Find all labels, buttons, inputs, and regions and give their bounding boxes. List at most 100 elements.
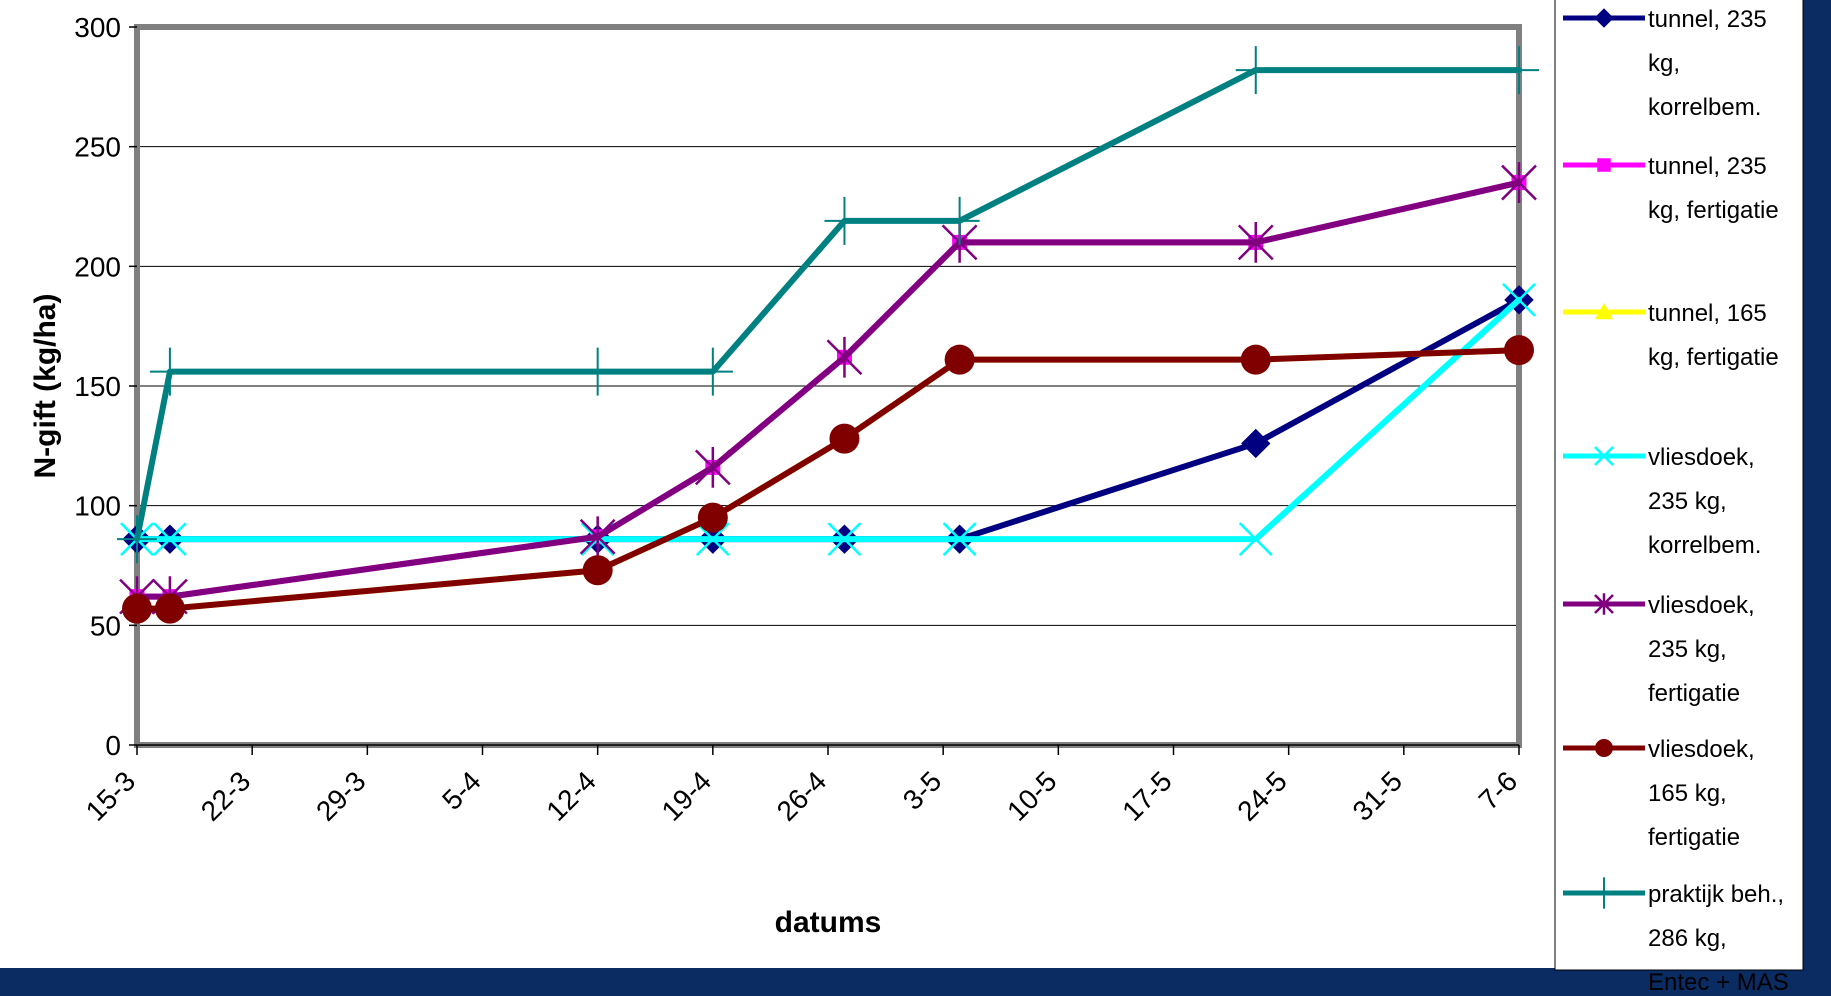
data-point [149, 347, 190, 396]
data-point [577, 347, 618, 396]
series-1 [122, 285, 1534, 554]
x-tick-label: 29-3 [310, 765, 372, 827]
data-point [1502, 282, 1536, 317]
legend-label: 235 kg, [1648, 488, 1727, 515]
series-line [134, 179, 1522, 600]
data-point [1499, 46, 1539, 95]
x-tick-label: 5-4 [436, 765, 487, 816]
data-point [1238, 522, 1273, 557]
legend-swatch-marker [1594, 446, 1614, 466]
data-point [1235, 46, 1276, 95]
series-7 [117, 46, 1539, 564]
legend-label: Entec + MAS [1648, 969, 1789, 996]
legend-entry-1: tunnel, 235 kg, korrelbem. [1563, 6, 1767, 121]
legend-label: korrelbem. [1648, 94, 1761, 121]
legend-label: tunnel, 165 [1648, 300, 1767, 327]
data-point [829, 423, 860, 454]
legend-label: korrelbem. [1648, 532, 1761, 559]
legend-label: kg, fertigatie [1648, 344, 1779, 371]
bottom-band [0, 968, 1831, 996]
data-point [692, 347, 733, 396]
series-lines [117, 46, 1539, 624]
legend-entry-7: praktijk beh., 286 kg, Entec + MAS [1563, 877, 1789, 996]
legend-label: tunnel, 235 [1648, 6, 1767, 33]
legend-label: kg, [1648, 50, 1680, 77]
data-point [1241, 428, 1271, 459]
legend-entry-2: tunnel, 235 kg, fertigatie [1563, 153, 1779, 224]
data-point [694, 446, 731, 488]
data-point [122, 593, 152, 624]
series-5 [119, 162, 1537, 618]
series-6 [122, 335, 1534, 624]
y-tick-label: 200 [74, 251, 121, 282]
data-point [153, 522, 187, 557]
series-line [134, 67, 1522, 543]
data-point [154, 593, 185, 624]
legend-entry-3: tunnel, 165 kg, fertigatie [1563, 300, 1779, 371]
y-axis-title: N-gift (kg/ha) [29, 294, 62, 479]
legend-label: vliesdoek, [1648, 444, 1755, 471]
legend: tunnel, 235 kg, korrelbem. tunnel, 235 kg, f… [1554, 0, 1804, 996]
series-4 [120, 282, 1536, 557]
x-tick-label: 7-6 [1473, 765, 1524, 816]
right-band [1803, 0, 1831, 996]
legend-swatch-marker [1597, 158, 1611, 172]
y-tick-label: 50 [90, 610, 121, 641]
x-tick-label: 19-4 [656, 765, 718, 827]
x-tick-label: 31-5 [1347, 765, 1409, 827]
data-point [1240, 344, 1271, 375]
legend-label: fertigatie [1648, 680, 1740, 707]
legend-label: 286 kg, [1648, 925, 1727, 952]
x-axis-title: datums [775, 906, 882, 939]
data-point [697, 502, 728, 533]
data-point [1504, 335, 1534, 366]
x-tick-label: 10-5 [1001, 765, 1063, 827]
legend-entry-4: vliesdoek, 235 kg, korrelbem. [1563, 444, 1761, 559]
legend-label: kg, fertigatie [1648, 197, 1779, 224]
legend-label: 235 kg, [1648, 636, 1727, 663]
data-point [942, 522, 977, 557]
legend-label: praktijk beh., [1648, 881, 1784, 908]
legend-swatch-marker [1591, 877, 1617, 909]
data-point [939, 196, 980, 245]
series-line [134, 296, 1522, 543]
data-point [827, 522, 862, 557]
x-tick-label: 17-5 [1116, 765, 1178, 827]
legend-swatch-marker [1594, 8, 1614, 28]
legend-entries: tunnel, 235 kg, korrelbem. tunnel, 235 kg, f… [1563, 6, 1789, 996]
legend-label: tunnel, 235 [1648, 153, 1767, 180]
legend-swatch-marker [1594, 593, 1614, 615]
x-tick-label: 15-3 [80, 765, 142, 827]
x-tick-label: 24-5 [1231, 765, 1293, 827]
legend-swatch-marker [1595, 303, 1613, 320]
legend-label: 165 kg, [1648, 780, 1727, 807]
data-point [826, 336, 863, 378]
gridlines [137, 146, 1519, 626]
y-tick-label: 150 [74, 371, 121, 402]
series-line [134, 296, 1522, 543]
series-line [134, 347, 1522, 612]
legend-box [1554, 0, 1804, 971]
y-tick-label: 0 [105, 730, 121, 761]
legend-swatch-marker [1595, 739, 1613, 757]
data-point [944, 344, 975, 375]
legend-entry-6: vliesdoek, 165 kg, fertigatie [1563, 736, 1755, 851]
x-tick-label: 26-4 [771, 765, 833, 827]
y-tick-label: 250 [74, 132, 121, 163]
data-point [117, 515, 157, 564]
data-point [1237, 222, 1274, 263]
y-tick-label: 300 [74, 12, 121, 43]
legend-label: vliesdoek, [1648, 736, 1755, 763]
legend-label: fertigatie [1648, 824, 1740, 851]
y-tick-label: 100 [74, 491, 121, 522]
data-point [579, 516, 616, 558]
data-point [1501, 162, 1537, 203]
legend-label: vliesdoek, [1648, 592, 1755, 619]
series-line [134, 179, 1522, 600]
x-tick-label: 12-4 [540, 765, 602, 827]
x-tick-label: 3-5 [897, 765, 948, 816]
legend-entry-5: vliesdoek, 235 kg, fertigatie [1563, 592, 1755, 707]
data-point [582, 555, 613, 586]
data-point [695, 522, 730, 557]
